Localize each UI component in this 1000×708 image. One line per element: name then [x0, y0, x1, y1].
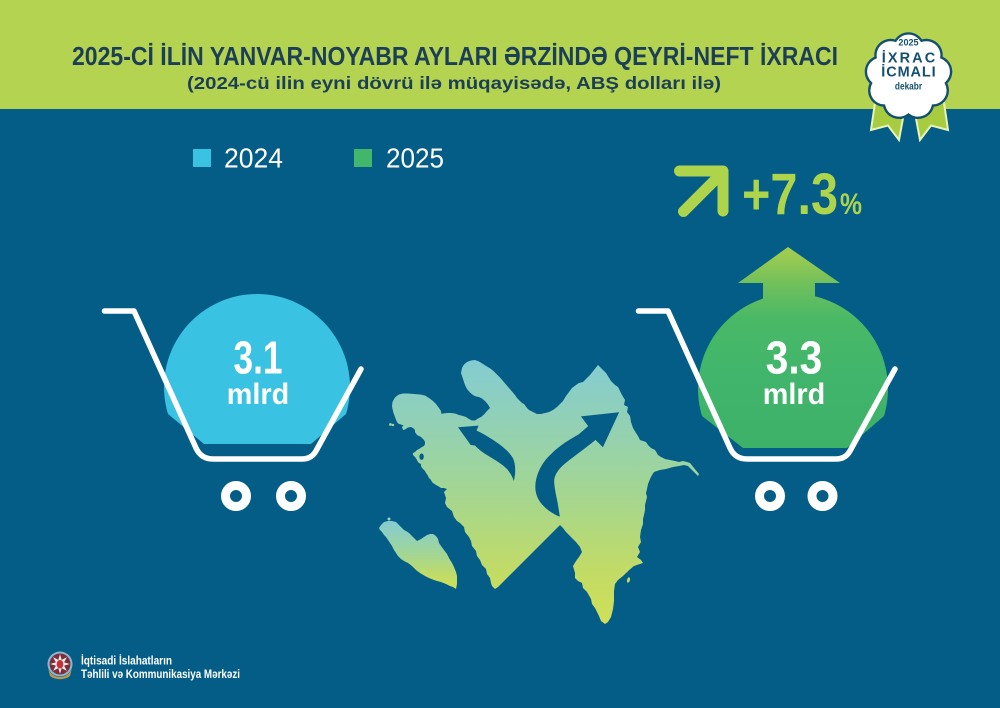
svg-text:2025: 2025 — [386, 143, 444, 174]
svg-text:+7.3: +7.3 — [742, 162, 838, 227]
svg-text:2024: 2024 — [224, 143, 283, 174]
svg-text:2025: 2025 — [898, 38, 918, 48]
svg-text:İCMALI: İCMALI — [881, 64, 935, 81]
svg-text:mlrd: mlrd — [227, 378, 289, 411]
svg-text:İqtisadi İslahatların: İqtisadi İslahatların — [81, 652, 172, 667]
svg-text:3.1: 3.1 — [234, 332, 283, 384]
svg-text:dekabr: dekabr — [895, 81, 922, 92]
svg-text:mlrd: mlrd — [763, 378, 825, 411]
svg-text:%: % — [840, 188, 862, 221]
svg-text:2025-Cİ İLİN YANVAR-NOYABR AYL: 2025-Cİ İLİN YANVAR-NOYABR AYLARI ƏRZİND… — [72, 41, 838, 71]
svg-text:Təhlili və Kommunikasiya Mərkə: Təhlili və Kommunikasiya Mərkəzi — [81, 667, 240, 681]
svg-text:(2024-cü ilin eyni dövrü ilə m: (2024-cü ilin eyni dövrü ilə müqayisədə,… — [187, 73, 721, 93]
svg-text:3.3: 3.3 — [766, 332, 823, 384]
svg-text:İXRAC: İXRAC — [882, 50, 936, 67]
